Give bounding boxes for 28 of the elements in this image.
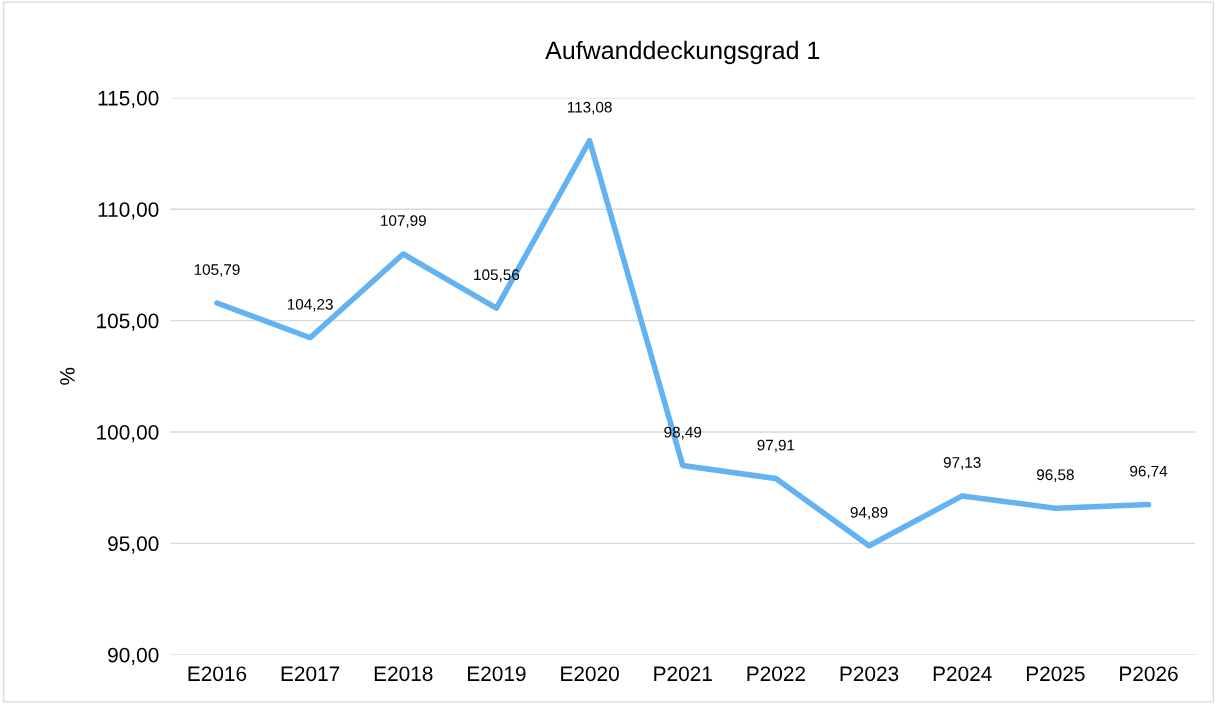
data-label: 107,99 xyxy=(381,215,426,228)
y-tick-label: 105,00 xyxy=(97,313,159,331)
data-label: 104,23 xyxy=(287,298,333,312)
y-tick-label: 115,00 xyxy=(98,90,159,109)
data-label: 113,08 xyxy=(567,101,612,115)
x-tick-label: E2017 xyxy=(281,666,340,682)
y-tick-label: 110,00 xyxy=(98,202,159,220)
data-label: 96,58 xyxy=(1036,469,1074,482)
y-tick-label: 95,00 xyxy=(108,536,159,554)
y-tick-label: 90,00 xyxy=(108,647,159,665)
x-tick-label: P2023 xyxy=(840,666,899,682)
chart-title: Aufwanddeckungsgrad 1 xyxy=(545,40,820,65)
x-tick-label: P2022 xyxy=(747,666,805,682)
data-label: 97,91 xyxy=(757,439,795,453)
data-label: 96,74 xyxy=(1130,465,1168,479)
x-tick-label: P2026 xyxy=(1120,666,1178,682)
x-tick-label: P2024 xyxy=(933,666,992,682)
data-label: 105,79 xyxy=(194,264,240,277)
y-axis-title: % xyxy=(60,367,75,385)
data-label: 97,13 xyxy=(943,457,981,470)
x-tick-label: P2021 xyxy=(654,666,712,682)
y-tick-label: 100,00 xyxy=(97,424,159,443)
x-tick-label: E2019 xyxy=(468,666,526,682)
x-tick-label: E2020 xyxy=(561,666,619,682)
x-tick-label: P2025 xyxy=(1026,666,1085,682)
data-label: 94,89 xyxy=(850,506,888,520)
x-tick-label: E2016 xyxy=(188,666,247,682)
x-tick-label: E2018 xyxy=(374,666,433,682)
